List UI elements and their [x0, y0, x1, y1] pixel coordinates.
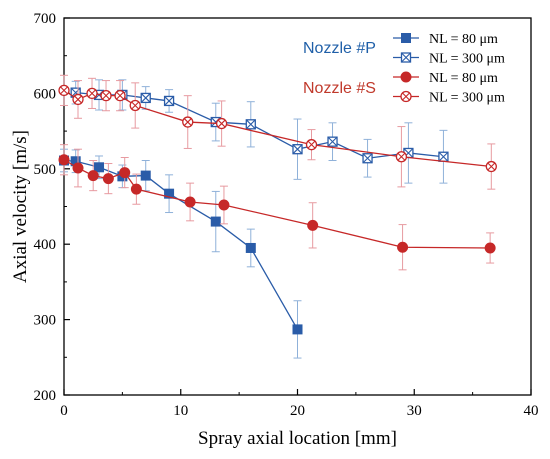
data-point: [114, 90, 126, 102]
series-layer: [58, 74, 497, 359]
data-point: [72, 93, 84, 106]
marker-cross: [397, 152, 406, 161]
data-point: [305, 139, 318, 151]
legend-marker: [401, 33, 411, 43]
data-point: [362, 153, 373, 164]
data-point: [86, 87, 98, 100]
data-point: [438, 151, 449, 162]
marker-cross: [438, 151, 449, 162]
data-point: [245, 242, 256, 253]
marker-cross: [183, 118, 192, 126]
marker-cross: [164, 96, 174, 106]
x-tick-label: 0: [60, 403, 68, 419]
marker-cross: [307, 140, 316, 149]
data-point: [485, 160, 497, 173]
data-point: [292, 144, 303, 155]
data-point: [94, 162, 105, 173]
marker-cross: [140, 93, 151, 103]
data-point: [164, 188, 175, 199]
marker-cross: [88, 89, 96, 98]
x-tick-label: 40: [524, 403, 539, 419]
y-tick-label: 500: [34, 162, 57, 178]
marker-cross: [116, 91, 124, 100]
marker-cross: [401, 52, 411, 63]
marker-cross: [292, 144, 303, 155]
y-axis-label: Axial velocity [m/s]: [10, 130, 31, 283]
data-point: [102, 173, 114, 185]
x-tick-label: 30: [407, 403, 422, 419]
data-point: [215, 117, 228, 130]
data-point: [484, 242, 496, 254]
series-2: [70, 79, 449, 184]
legend-entry-3: NL = 80 μm: [393, 71, 498, 86]
marker-cross: [60, 86, 68, 95]
x-tick-label: 20: [290, 403, 305, 419]
data-point: [163, 95, 175, 107]
data-point: [327, 136, 338, 147]
legend-marker: [400, 52, 412, 63]
marker-cross: [402, 92, 410, 101]
legend: NL = 80 μm NL = 300 μm NL = 80 μm NL = 300 …: [393, 32, 505, 106]
data-point: [245, 119, 256, 130]
marker-cross: [102, 91, 110, 100]
data-point: [397, 241, 409, 253]
legend-label: NL = 300 μm: [429, 52, 505, 67]
y-tick-label: 200: [34, 388, 57, 404]
legend-label: NL = 80 μm: [429, 71, 498, 86]
legend-marker: [400, 71, 412, 83]
marker-cross: [74, 95, 82, 104]
annotations: Nozzle #P Nozzle #S: [303, 40, 376, 97]
y-tick-label: 600: [34, 86, 57, 102]
x-axis-label: Spray axial location [mm]: [198, 428, 397, 449]
data-point: [129, 99, 141, 112]
axes: 0 10 20 30 40 200 300 400 500 600 700: [34, 11, 539, 419]
data-point: [140, 170, 151, 181]
data-point: [184, 196, 196, 208]
x-tick-label: 10: [173, 403, 188, 419]
y-tick-label: 300: [34, 313, 57, 329]
annotation-nozzle-s: Nozzle #S: [303, 80, 376, 97]
series-3: [58, 144, 496, 271]
data-point: [119, 167, 131, 179]
data-point: [130, 183, 142, 195]
marker-cross: [131, 101, 140, 110]
data-point: [395, 151, 408, 163]
legend-label: NL = 300 μm: [429, 91, 505, 106]
data-point: [292, 324, 303, 335]
legend-marker: [400, 90, 412, 103]
data-point: [140, 92, 151, 104]
series-line: [63, 159, 299, 330]
marker-cross: [245, 119, 256, 130]
marker-cross: [362, 153, 373, 164]
data-point: [210, 216, 221, 227]
legend-entry-4: NL = 300 μm: [393, 91, 505, 106]
data-point: [307, 219, 319, 231]
y-tick-label: 400: [34, 237, 57, 253]
data-point: [87, 170, 99, 182]
data-point: [58, 84, 70, 97]
legend-entry-1: NL = 80 μm: [393, 32, 498, 47]
y-tick-label: 700: [34, 11, 57, 27]
annotation-nozzle-p: Nozzle #P: [303, 40, 376, 57]
data-point: [58, 154, 70, 166]
marker-cross: [487, 162, 496, 171]
marker-cross: [327, 136, 338, 147]
legend-entry-2: NL = 300 μm: [393, 52, 505, 67]
data-point: [182, 116, 194, 128]
series-1: [59, 148, 303, 359]
series-4: [58, 74, 497, 190]
marker-cross: [217, 119, 226, 128]
data-point: [72, 162, 84, 174]
data-point: [218, 199, 230, 211]
data-point: [100, 90, 112, 102]
legend-label: NL = 80 μm: [429, 32, 498, 47]
